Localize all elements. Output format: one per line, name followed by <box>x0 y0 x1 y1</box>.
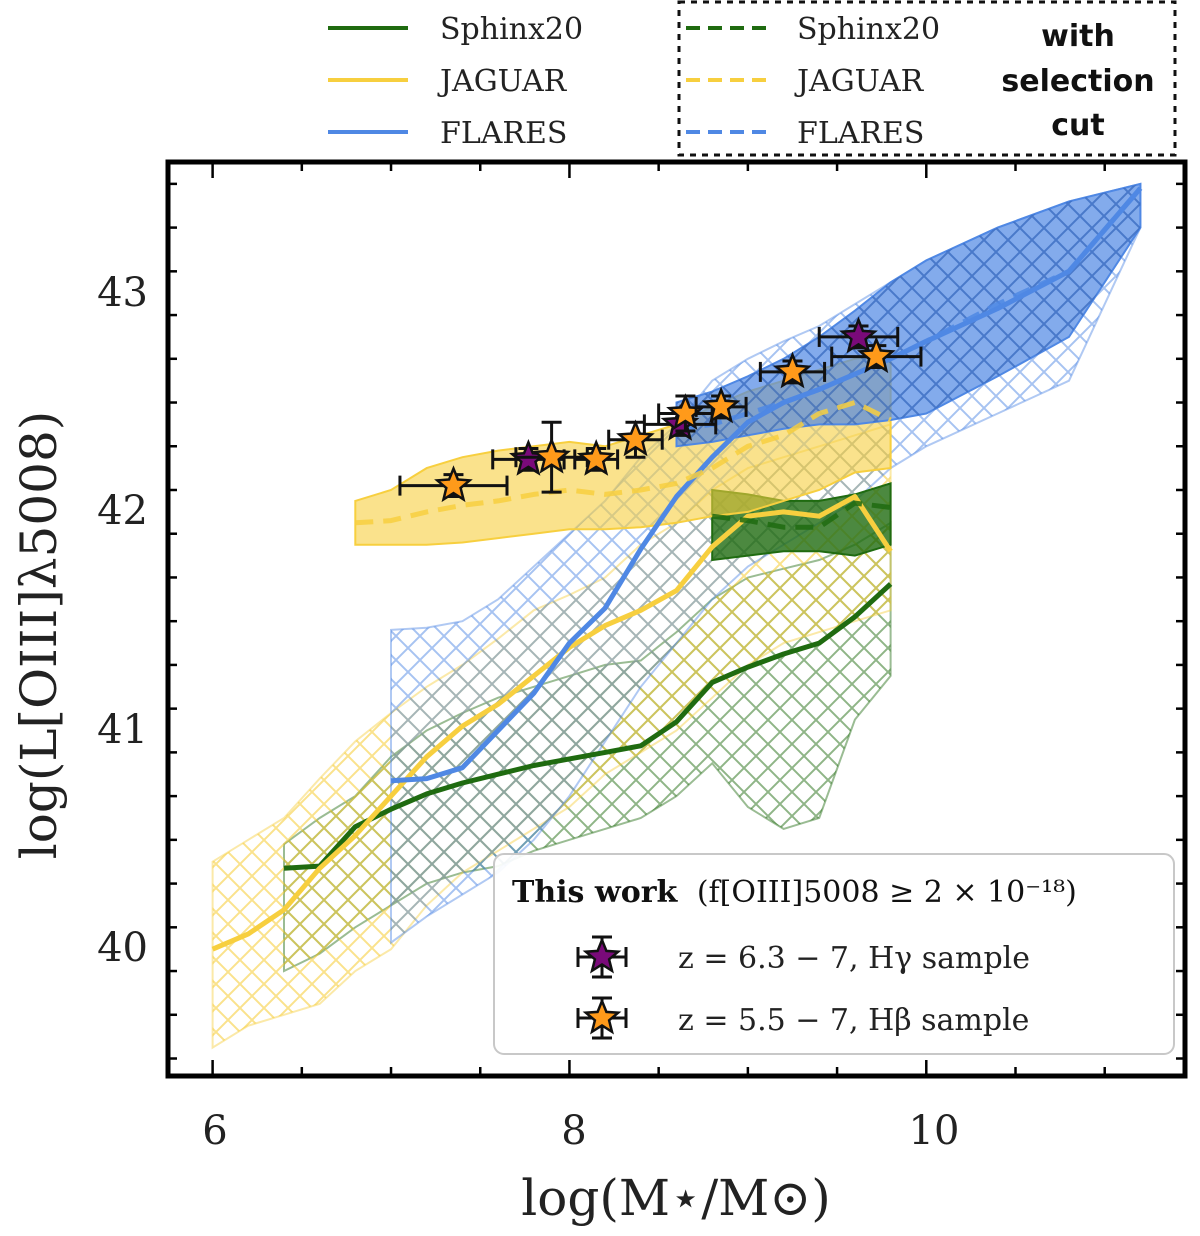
x-tick-label-6: 6 <box>202 1108 227 1154</box>
inner-legend: This work (f[OIII]5008 ≥ 2 × 10⁻¹⁸) z = … <box>493 853 1175 1055</box>
legend-jaguar-dashed: JAGUAR <box>794 64 925 99</box>
data-point-hbeta <box>573 439 620 476</box>
legend-star-hbeta <box>576 996 628 1040</box>
data-points <box>398 316 923 503</box>
star-marker <box>532 436 571 474</box>
legend-sphinx-dashed: Sphinx20 <box>797 12 940 47</box>
legend-flares-solid: FLARES <box>440 116 567 151</box>
line-flares-with-selection-cut <box>676 186 1143 432</box>
x-tick-labels: 6 8 10 <box>202 1108 959 1154</box>
y-tick-label-43: 43 <box>97 270 148 316</box>
x-axis-title: log(M⋆/M⊙) <box>521 1169 831 1227</box>
star-marker <box>701 386 741 424</box>
data-point-hbeta <box>830 336 923 374</box>
y-tick-label-42: 42 <box>97 488 148 534</box>
x-tick-label-8: 8 <box>561 1108 586 1154</box>
plot-frame <box>165 159 1188 1079</box>
star-marker <box>434 465 473 503</box>
inner-legend-entry-hgamma: z = 6.3 − 7, Hγ sample <box>678 941 1030 976</box>
y-tick-labels: 40 41 42 43 <box>97 270 148 971</box>
line-sphinx20 <box>283 582 893 871</box>
line-jaguar-with-selection-cut <box>355 400 892 526</box>
legend-jaguar-solid: JAGUAR <box>437 64 568 99</box>
legend-marker-hbeta <box>576 996 628 1040</box>
legend-note-line-1: with <box>1041 19 1115 54</box>
star-marker <box>582 997 622 1035</box>
legend-sphinx-solid: Sphinx20 <box>440 12 583 47</box>
data-point-hbeta <box>758 351 827 389</box>
y-tick-label-41: 41 <box>97 707 148 753</box>
inner-legend-entry-hbeta: z = 5.5 − 7, Hβ sample <box>678 1003 1029 1038</box>
x-tick-label-10: 10 <box>909 1108 960 1154</box>
legend-flares-dashed: FLARES <box>797 116 924 151</box>
line-jaguar <box>211 494 893 952</box>
line-sphinx20-with-selection-cut <box>711 500 891 530</box>
data-point-hbeta <box>607 419 664 459</box>
top-legend-dashed: Sphinx20 JAGUAR FLARES with selection cu… <box>677 0 1177 157</box>
top-legend-solid: Sphinx20 JAGUAR FLARES <box>328 12 583 151</box>
data-point-hbeta <box>694 386 748 424</box>
inner-legend-title: This work (f[OIII]5008 ≥ 2 × 10⁻¹⁸) <box>512 875 1077 910</box>
legend-marker-hgamma <box>576 935 628 979</box>
star-marker <box>582 936 622 974</box>
star-marker <box>773 351 812 389</box>
star-marker <box>576 439 616 476</box>
y-axis-title: log(L[OIII]λ5008) <box>10 411 68 860</box>
star-marker <box>616 419 655 457</box>
legend-note-line-3: cut <box>1051 108 1104 143</box>
inner-legend-title-rest: (f[OIII]5008 ≥ 2 × 10⁻¹⁸) <box>697 875 1077 910</box>
inner-legend-title-bold: This work <box>512 875 679 910</box>
data-point-hbeta <box>398 465 509 503</box>
legend-note-line-2: selection <box>1001 64 1154 99</box>
star-marker <box>839 316 878 354</box>
data-point-hgamma <box>817 316 900 354</box>
legend-star-hgamma <box>576 935 628 979</box>
star-marker <box>857 336 896 374</box>
y-tick-label-40: 40 <box>97 925 148 971</box>
